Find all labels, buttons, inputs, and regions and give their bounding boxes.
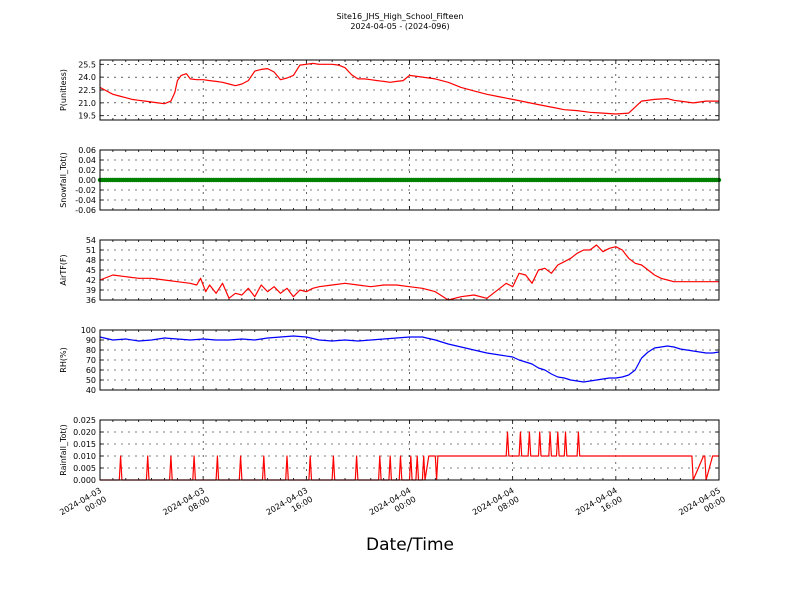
y-tick-label: 39 [86, 286, 96, 295]
y-tick-label: 24.0 [78, 73, 96, 82]
panel-2: -0.06-0.04-0.020.000.020.040.06 Snowfall_… [59, 146, 722, 215]
y-tick-label: 0.000 [73, 476, 96, 485]
series-line [99, 335, 720, 383]
figure-subtitle: 2024-04-05 - (2024-096) [350, 22, 449, 31]
y-tick-label: 54 [86, 236, 96, 245]
y-axis-label: P(unitless) [59, 69, 68, 111]
y-tick-label: -0.06 [75, 206, 96, 215]
y-tick-label: -0.02 [75, 186, 96, 195]
plot-frame [99, 329, 720, 391]
y-tick-label: 0.04 [78, 156, 96, 165]
y-tick-label: 22.5 [78, 86, 96, 95]
y-tick-label: 42 [86, 276, 96, 285]
y-axis-label: Snowfall_Tot() [59, 152, 68, 208]
figure-title: Site16_JHS_High_School_Fifteen [337, 12, 464, 21]
y-tick-label: 0.005 [73, 464, 96, 473]
y-tick-label: 0.02 [78, 166, 96, 175]
y-tick-label: 0.025 [73, 416, 96, 425]
y-tick-label: 70 [86, 356, 96, 365]
y-tick-label: 21.0 [78, 99, 96, 108]
y-tick-label: -0.04 [75, 196, 96, 205]
plot-frame [99, 419, 720, 481]
panel-1: 19.5 21.0 22.5 24.0 25.5 P(unitless) [59, 59, 720, 121]
y-axis-label: AirTF(F) [59, 254, 68, 285]
y-axis-label: RH(%) [59, 347, 68, 372]
y-tick-label: 0.06 [78, 146, 96, 155]
y-tick-label: 51 [86, 246, 96, 255]
y-tick-label: 25.5 [78, 60, 96, 69]
y-tick-label: 45 [86, 266, 96, 275]
y-tick-label: 0.020 [73, 428, 96, 437]
y-tick-label: 90 [86, 336, 96, 345]
series-line [99, 244, 719, 301]
y-tick-label: 36 [86, 296, 96, 305]
plot-frame [99, 149, 720, 211]
y-tick-label: 48 [86, 256, 96, 265]
x-axis-label: Date/Time [366, 535, 454, 555]
y-tick-label: 80 [86, 346, 96, 355]
y-tick-label: 19.5 [78, 112, 96, 121]
y-tick-label: 0.00 [78, 176, 96, 185]
plot-frame [99, 239, 720, 301]
panel-5: 0.000 0.005 0.010 0.015 0.020 0.025 Rainfall_T… [59, 416, 720, 485]
y-axis-label: Rainfall_Tot() [59, 424, 68, 476]
y-tick-label: 60 [86, 366, 96, 375]
y-tick-label: 100 [81, 326, 96, 335]
y-tick-label: 0.015 [73, 440, 96, 449]
y-tick-label: 50 [86, 376, 96, 385]
series-line [99, 62, 719, 115]
y-tick-label: 0.010 [73, 452, 96, 461]
y-tick-label: 40 [86, 386, 96, 395]
plot-frame [99, 59, 720, 121]
